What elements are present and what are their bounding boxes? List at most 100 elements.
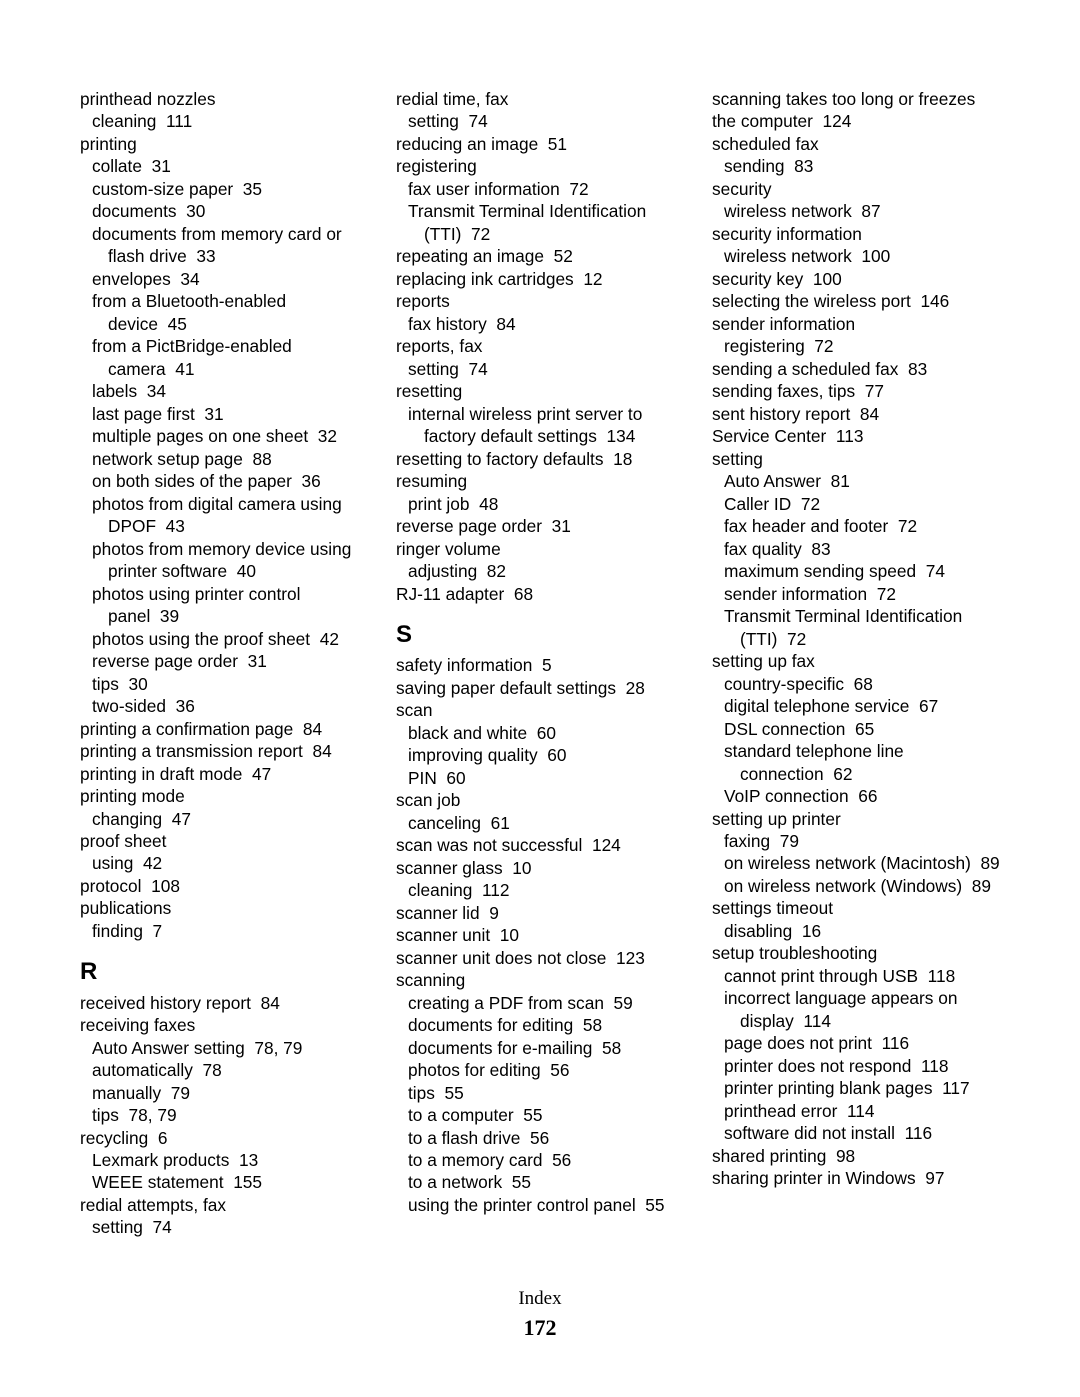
index-entry-text: scanner unit does not close [396, 948, 606, 968]
footer-section-label: Index [80, 1287, 1000, 1312]
index-entry: scanner unit does not close 123 [396, 947, 684, 969]
index-entry-text: safety information [396, 655, 532, 675]
index-entry: tips 55 [396, 1082, 684, 1104]
index-entry: settings timeout [712, 897, 1000, 919]
index-entry-page: 88 [252, 449, 271, 469]
index-entry-text: fax history [408, 314, 487, 334]
index-entry-text: incorrect language appears on display [724, 988, 957, 1030]
index-entry-page: 87 [861, 201, 880, 221]
index-entry-text: on both sides of the paper [92, 471, 292, 491]
index-entry: to a flash drive 56 [396, 1127, 684, 1149]
index-entry-text: collate [92, 156, 142, 176]
index-entry-text: country-specific [724, 674, 844, 694]
index-entry: cannot print through USB 118 [712, 965, 1000, 987]
index-entry: resetting [396, 380, 684, 402]
index-entry-page: 112 [482, 880, 510, 900]
index-entry-text: Caller ID [724, 494, 791, 514]
index-entry-text: photos from digital camera using DPOF [92, 494, 342, 536]
index-entry-text: setting up printer [712, 809, 841, 829]
index-entry-text: from a Bluetooth-enabled device [92, 291, 286, 333]
index-entry: Transmit Terminal Identification (TTI) 7… [396, 200, 684, 245]
index-entry: on wireless network (Windows) 89 [712, 875, 1000, 897]
index-entry: scanner unit 10 [396, 924, 684, 946]
index-entry-page: 61 [491, 813, 510, 833]
page-footer: Index 172 [80, 1287, 1000, 1342]
index-entry: PIN 60 [396, 767, 684, 789]
index-entry: scanner glass 10 [396, 857, 684, 879]
index-entry-page: 12 [583, 269, 602, 289]
index-entry-page: 116 [882, 1033, 910, 1053]
index-entry-text: security key [712, 269, 803, 289]
index-entry: security key 100 [712, 268, 1000, 290]
index-entry-text: printhead error [724, 1101, 837, 1121]
index-entry-text: resetting to factory defaults [396, 449, 604, 469]
index-entry: creating a PDF from scan 59 [396, 992, 684, 1014]
index-entry-text: selecting the wireless port [712, 291, 911, 311]
index-entry: DSL connection 65 [712, 718, 1000, 740]
index-entry-text: documents [92, 201, 177, 221]
index-entry-page: 42 [320, 629, 339, 649]
index-entry: faxing 79 [712, 830, 1000, 852]
index-entry-text: printing [80, 134, 137, 154]
index-entry: saving paper default settings 28 [396, 677, 684, 699]
index-entry-text: reverse page order [92, 651, 238, 671]
index-entry: RJ-11 adapter 68 [396, 583, 684, 605]
index-entry: scan was not successful 124 [396, 834, 684, 856]
index-entry: reverse page order 31 [396, 515, 684, 537]
index-entry-text: setting [712, 449, 763, 469]
index-entry-text: multiple pages on one sheet [92, 426, 308, 446]
index-entry-text: software did not install [724, 1123, 895, 1143]
index-entry-text: Transmit Terminal Identification (TTI) [408, 201, 646, 243]
index-entry-text: scanner unit [396, 925, 490, 945]
index-entry-page: 41 [175, 359, 194, 379]
index-entry-text: printing a confirmation page [80, 719, 293, 739]
index-entry-text: recycling [80, 1128, 148, 1148]
index-entry-text: Service Center [712, 426, 826, 446]
index-entry: redial time, fax [396, 88, 684, 110]
index-entry-page: 89 [980, 853, 999, 873]
index-entry-page: 56 [552, 1150, 571, 1170]
index-entry-page: 77 [865, 381, 884, 401]
index-entry-page: 72 [471, 224, 490, 244]
index-entry-text: publications [80, 898, 171, 918]
index-entry: black and white 60 [396, 722, 684, 744]
index-entry-page: 35 [243, 179, 262, 199]
index-entry: resuming [396, 470, 684, 492]
index-entry-page: 72 [801, 494, 820, 514]
index-entry: Service Center 113 [712, 425, 1000, 447]
index-entry-text: security [712, 179, 772, 199]
index-entry: reverse page order 31 [80, 650, 368, 672]
index-entry-text: setting [408, 359, 459, 379]
index-entry: adjusting 82 [396, 560, 684, 582]
index-entry: wireless network 100 [712, 245, 1000, 267]
index-entry-page: 81 [831, 471, 850, 491]
index-entry-page: 33 [196, 246, 215, 266]
index-entry: scanning takes too long or freezes the c… [712, 88, 1000, 133]
index-entry-page: 34 [147, 381, 166, 401]
index-entry-page: 118 [921, 1056, 949, 1076]
index-entry: tips 78, 79 [80, 1104, 368, 1126]
index-entry-text: manually [92, 1083, 161, 1103]
index-entry-text: scan was not successful [396, 835, 582, 855]
index-entry-text: tips [408, 1083, 435, 1103]
index-entry: safety information 5 [396, 654, 684, 676]
index-entry-text: reverse page order [396, 516, 542, 536]
index-entry-page: 72 [787, 629, 806, 649]
index-entry: incorrect language appears on display 11… [712, 987, 1000, 1032]
index-entry-text: scanner glass [396, 858, 503, 878]
index-entry: photos from memory device using printer … [80, 538, 368, 583]
index-entry: security [712, 178, 1000, 200]
index-entry-page: 84 [860, 404, 879, 424]
index-entry: changing 47 [80, 808, 368, 830]
index-entry-text: security information [712, 224, 862, 244]
index-entry-page: 67 [919, 696, 938, 716]
index-entry-page: 58 [602, 1038, 621, 1058]
index-entry: cleaning 112 [396, 879, 684, 901]
index-entry-text: canceling [408, 813, 481, 833]
index-entry-page: 40 [237, 561, 256, 581]
index-entry-page: 55 [445, 1083, 464, 1103]
index-entry-page: 83 [811, 539, 830, 559]
index-entry-page: 74 [153, 1217, 172, 1237]
index-entry-page: 124 [592, 835, 621, 855]
index-entry-page: 83 [794, 156, 813, 176]
